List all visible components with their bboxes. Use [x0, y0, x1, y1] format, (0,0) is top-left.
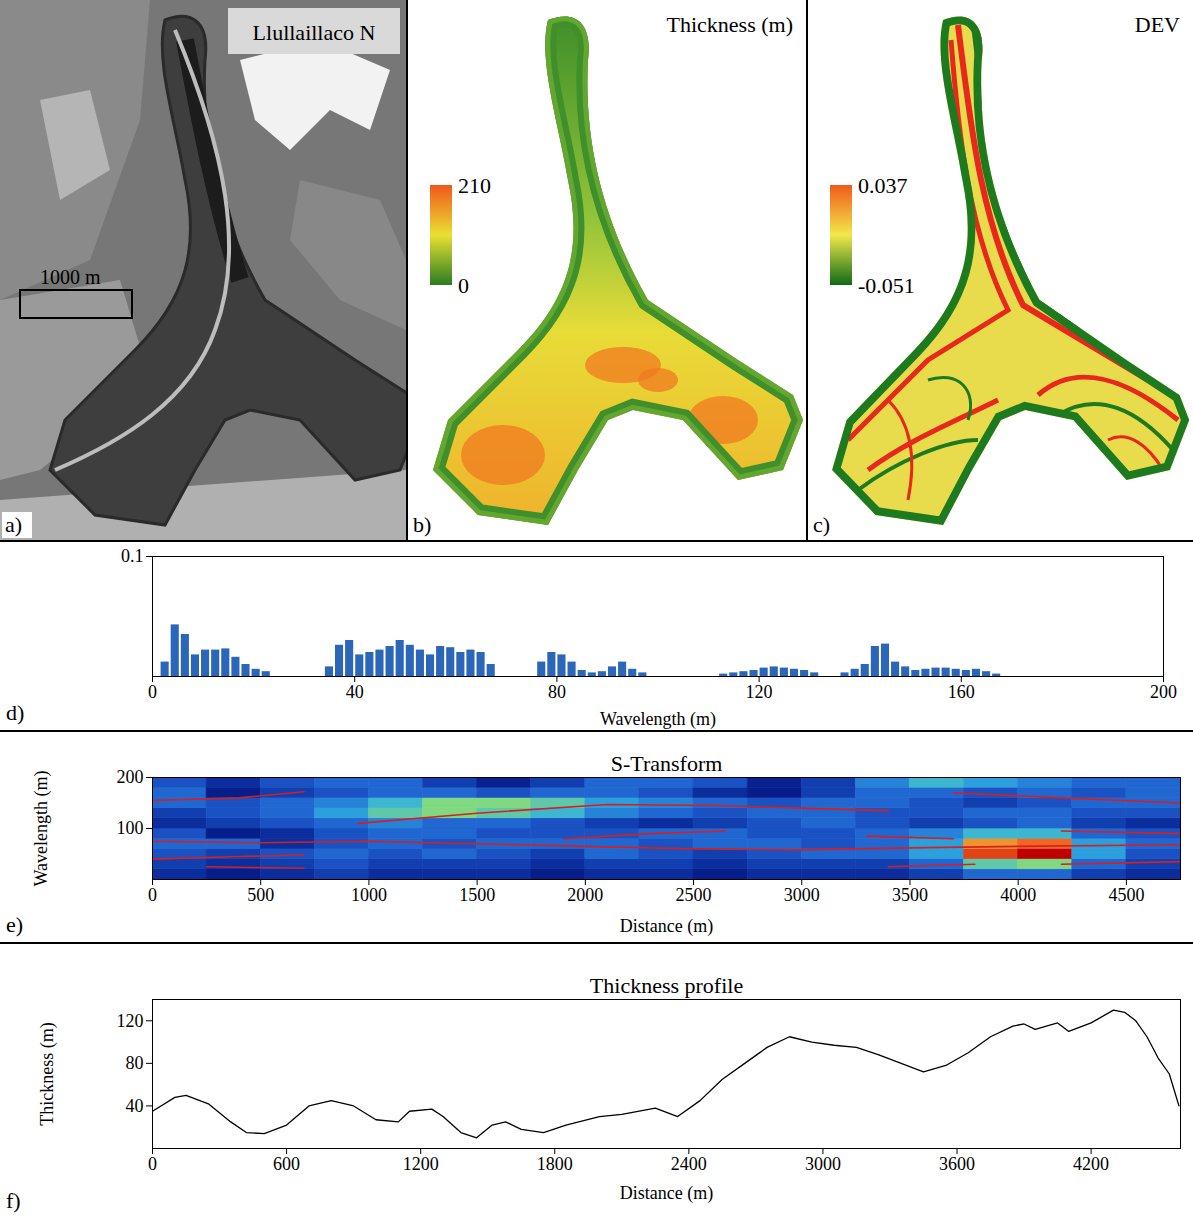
- svg-text:3000: 3000: [805, 1154, 841, 1174]
- svg-text:0.037: 0.037: [858, 173, 908, 198]
- svg-text:3500: 3500: [892, 885, 928, 905]
- svg-text:0.1: 0.1: [121, 546, 144, 566]
- svg-text:c): c): [813, 512, 830, 537]
- html-text:f): f): [6, 1188, 21, 1213]
- svg-text:40: 40: [346, 682, 364, 702]
- html-text:e): e): [6, 912, 24, 937]
- svg-text:200: 200: [117, 767, 144, 787]
- svg-text:40: 40: [126, 1096, 144, 1116]
- svg-text:0: 0: [458, 273, 469, 298]
- svg-text:0: 0: [148, 682, 157, 702]
- svg-text:Wavelength (m): Wavelength (m): [31, 770, 52, 886]
- svg-text:120: 120: [117, 1011, 144, 1031]
- svg-text:4500: 4500: [1108, 885, 1144, 905]
- svg-text:1000 m: 1000 m: [40, 266, 101, 288]
- svg-text:Thickness (m): Thickness (m): [667, 12, 793, 37]
- svg-text:80: 80: [548, 682, 566, 702]
- svg-text:600: 600: [273, 1154, 300, 1174]
- svg-text:0: 0: [148, 1154, 157, 1174]
- svg-text:100: 100: [117, 818, 144, 838]
- svg-text:1000: 1000: [351, 885, 387, 905]
- svg-text:210: 210: [458, 173, 491, 198]
- svg-text:b): b): [413, 512, 431, 537]
- svg-text:Wavelength (m): Wavelength (m): [600, 709, 716, 730]
- svg-text:4000: 4000: [1000, 885, 1036, 905]
- svg-text:Llullaillaco N: Llullaillaco N: [253, 20, 376, 45]
- svg-text:3000: 3000: [784, 885, 820, 905]
- svg-text:Distance (m): Distance (m): [620, 916, 713, 937]
- html-text:d): d): [6, 700, 25, 725]
- svg-text:2500: 2500: [676, 885, 712, 905]
- svg-text:120: 120: [746, 682, 773, 702]
- svg-text:1500: 1500: [459, 885, 495, 905]
- svg-text:2000: 2000: [567, 885, 603, 905]
- svg-text:Distance (m): Distance (m): [620, 1183, 713, 1204]
- svg-text:S-Transform: S-Transform: [611, 751, 723, 776]
- svg-text:1200: 1200: [403, 1154, 439, 1174]
- svg-text:Thickness (m): Thickness (m): [37, 1022, 58, 1125]
- svg-text:200: 200: [1150, 682, 1177, 702]
- svg-text:-0.051: -0.051: [858, 273, 915, 298]
- svg-text:4200: 4200: [1073, 1154, 1109, 1174]
- svg-text:2400: 2400: [671, 1154, 707, 1174]
- svg-text:500: 500: [247, 885, 274, 905]
- svg-text:0: 0: [148, 885, 157, 905]
- svg-text:1800: 1800: [537, 1154, 573, 1174]
- svg-text:3600: 3600: [939, 1154, 975, 1174]
- svg-text:80: 80: [126, 1053, 144, 1073]
- svg-text:Thickness profile: Thickness profile: [590, 973, 743, 998]
- svg-text:160: 160: [948, 682, 975, 702]
- svg-text:DEV: DEV: [1135, 12, 1180, 37]
- svg-text:a): a): [5, 512, 22, 537]
